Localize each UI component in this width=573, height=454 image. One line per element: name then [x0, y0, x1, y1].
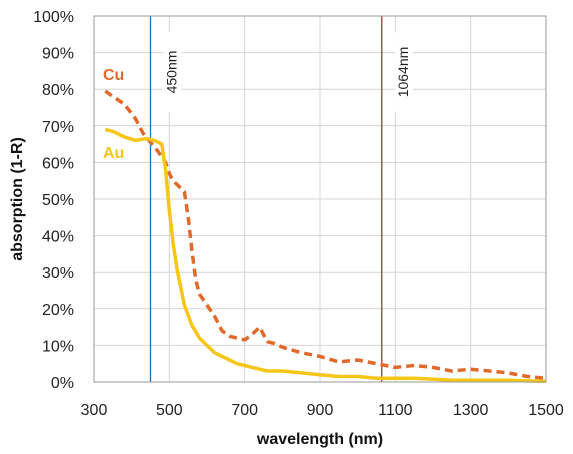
y-tick-label: 90% — [42, 46, 74, 63]
gridlines — [93, 15, 547, 383]
y-tick-label: 10% — [42, 338, 74, 355]
y-tick-label: 80% — [42, 82, 74, 99]
x-tick-label: 500 — [156, 402, 183, 419]
y-tick-label: 100% — [33, 9, 74, 26]
x-tick-label: 300 — [81, 402, 108, 419]
y-tick-label: 30% — [42, 265, 74, 282]
y-tick-label: 40% — [42, 229, 74, 246]
series-label: Cu — [103, 67, 124, 84]
y-tick-labels: 0% 10% 20% 30% 40% 50% 60% 70% 80% 90% 100% — [33, 9, 74, 392]
y-axis-title: absorption (1-R) — [9, 137, 26, 261]
plot-frame — [93, 15, 547, 383]
y-tick-label: 60% — [42, 155, 74, 172]
x-tick-label: 1500 — [528, 402, 564, 419]
x-axis-title: wavelength (nm) — [256, 431, 383, 448]
x-tick-label: 900 — [307, 402, 334, 419]
y-tick-label: 70% — [42, 119, 74, 136]
marker-label: 1064nm — [395, 47, 411, 98]
marker-label-bg — [394, 32, 413, 112]
x-tick-label: 700 — [231, 402, 258, 419]
x-tick-labels: 300 500 700 900 1100 1300 1500 — [81, 402, 564, 419]
series-labels: Cu Au — [103, 67, 124, 162]
y-tick-label: 0% — [51, 375, 74, 392]
y-tick-label: 20% — [42, 302, 74, 319]
x-tick-label: 1100 — [378, 402, 413, 419]
marker-lines: 450nm 1064nm — [149, 16, 413, 382]
y-tick-label: 50% — [42, 192, 74, 209]
series-label: Au — [103, 145, 124, 162]
marker-label: 450nm — [164, 51, 180, 94]
x-tick-label: 1300 — [453, 402, 489, 419]
data-series — [104, 89, 547, 384]
marker-label-bg — [163, 32, 182, 112]
series-line — [104, 127, 547, 384]
